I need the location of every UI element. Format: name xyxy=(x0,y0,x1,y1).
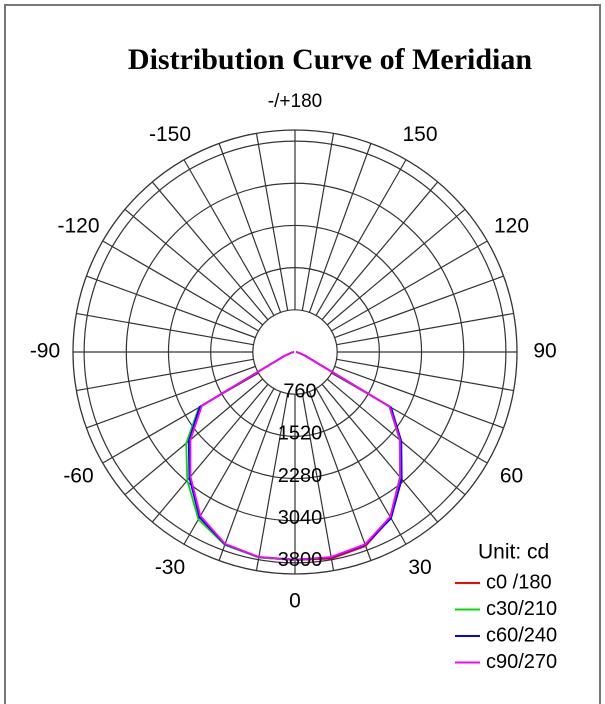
legend-label: c0 /180 xyxy=(486,571,552,593)
grid-spoke xyxy=(308,143,372,313)
theta-tick-label: -90 xyxy=(30,340,60,363)
grid-spoke xyxy=(326,378,466,496)
theta-tick-label: -150 xyxy=(149,123,191,146)
r-tick-label: 3800 xyxy=(278,549,323,571)
chart-title: Distribution Curve of Meridian xyxy=(128,43,532,76)
grid-spoke xyxy=(255,133,289,311)
grid-spoke xyxy=(334,275,504,339)
grid-spoke xyxy=(326,208,466,326)
series-line xyxy=(189,351,402,561)
grid-spoke xyxy=(315,159,407,316)
legend-label: c60/240 xyxy=(486,624,557,646)
theta-tick-label: 150 xyxy=(402,123,437,146)
grid-ring xyxy=(167,224,423,480)
grid-spoke xyxy=(76,358,254,392)
grid-ring xyxy=(210,267,380,437)
theta-tick-label: 90 xyxy=(533,340,556,363)
grid-ring xyxy=(252,309,338,395)
grid-spoke xyxy=(102,240,259,332)
theta-tick-label: -120 xyxy=(57,215,99,238)
r-tick-label: 2280 xyxy=(278,465,323,487)
grid-spoke xyxy=(86,275,256,339)
grid-spoke xyxy=(331,240,488,332)
grid-spoke xyxy=(301,393,335,571)
grid-spoke xyxy=(183,159,275,316)
theta-tick-label: -/+180 xyxy=(268,91,322,112)
theta-tick-label: -60 xyxy=(63,465,93,488)
legend-label: c30/210 xyxy=(486,598,557,620)
grid-spoke xyxy=(321,383,439,523)
grid-ring xyxy=(125,182,465,522)
grid-spoke xyxy=(151,181,269,321)
unit-label: Unit: cd xyxy=(478,541,549,564)
grid-spoke xyxy=(255,393,289,571)
grid-spoke xyxy=(124,378,264,496)
grid-spoke xyxy=(301,133,335,311)
grid-spoke xyxy=(151,383,269,523)
legend-label: c90/270 xyxy=(486,651,557,673)
grid-spoke xyxy=(76,312,254,346)
theta-tick-label: -30 xyxy=(155,556,185,579)
theta-tick-label: 60 xyxy=(500,465,523,488)
grid-spoke xyxy=(218,391,282,561)
theta-tick-label: 120 xyxy=(494,215,529,238)
r-tick-label: 3040 xyxy=(278,507,323,529)
grid-spoke xyxy=(321,181,439,321)
theta-tick-label: 0 xyxy=(289,590,301,613)
grid-spoke xyxy=(334,365,504,429)
grid-spoke xyxy=(336,358,514,392)
grid-spoke xyxy=(86,365,256,429)
grid-spoke xyxy=(124,208,264,326)
theta-tick-label: 30 xyxy=(408,556,431,579)
r-tick-label: 1520 xyxy=(278,423,323,445)
grid-ring xyxy=(83,140,507,564)
grid-spoke xyxy=(308,391,372,561)
grid-spoke xyxy=(218,143,282,313)
r-tick-label: 760 xyxy=(283,380,316,402)
grid-spoke xyxy=(336,312,514,346)
